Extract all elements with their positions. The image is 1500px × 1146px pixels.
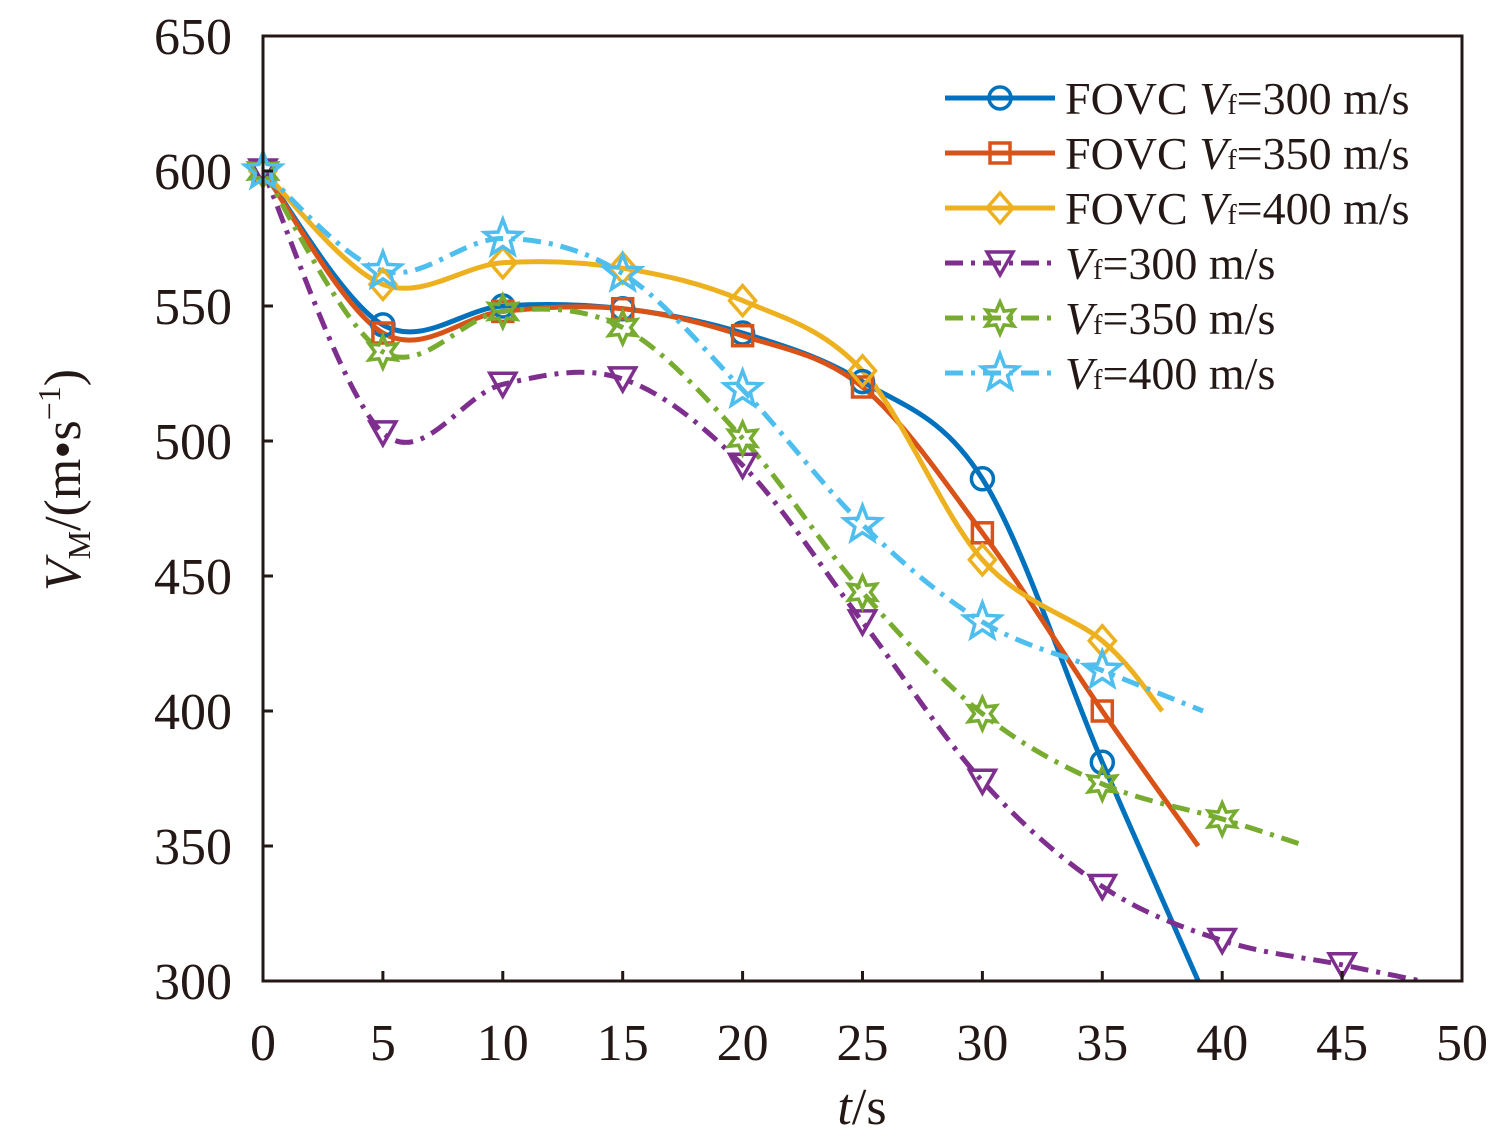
legend-label: FOVC Vf=300 m/s <box>1065 73 1410 124</box>
data-point-hexagram <box>964 693 1001 735</box>
y-tick-label: 600 <box>154 144 232 201</box>
legend-marker-square <box>988 141 1012 165</box>
axis-ticks: 0 5 10 15 20 25 30 35 40 45 50 300 350 400 450 500 550 60… <box>154 9 1488 1072</box>
data-point-triangle-down <box>486 371 519 400</box>
data-point-hexagram <box>1084 763 1120 805</box>
series-layer <box>263 169 1422 981</box>
series-line <box>263 169 1422 981</box>
x-tick-label: 25 <box>837 1015 889 1072</box>
data-point-pentagram <box>719 365 766 410</box>
data-point-square <box>371 321 395 345</box>
data-point-triangle-down <box>966 768 999 797</box>
legend-marker-hexagram <box>982 297 1018 339</box>
x-tick-label: 10 <box>477 1015 529 1072</box>
data-point-square <box>850 375 875 399</box>
data-point-pentagram <box>959 597 1006 642</box>
legend-label: FOVC Vf=400 m/s <box>1065 183 1410 234</box>
data-point-pentagram <box>1079 646 1126 690</box>
data-point-diamond <box>847 353 878 389</box>
x-tick-label: 0 <box>250 1015 276 1072</box>
data-point-diamond <box>967 542 998 578</box>
x-tick-label: 50 <box>1436 1015 1488 1072</box>
data-point-square <box>1090 699 1115 723</box>
series-line <box>263 169 1201 981</box>
data-point-pentagram <box>599 249 646 294</box>
y-tick-label: 300 <box>154 954 232 1011</box>
data-point-hexagram <box>365 331 401 373</box>
data-point-triangle-down <box>1326 952 1359 981</box>
data-point-square <box>730 323 755 348</box>
data-point-square <box>610 296 635 321</box>
y-tick-label: 400 <box>154 684 232 741</box>
marker-layer <box>240 147 1359 981</box>
y-axis-label: VM/(m•s−1) <box>31 369 97 591</box>
y-tick-label: 550 <box>154 279 232 336</box>
data-point-triangle-down <box>606 366 639 395</box>
x-tick-label: 35 <box>1076 1015 1128 1072</box>
x-tick-label: 20 <box>717 1015 769 1072</box>
data-point-triangle-down <box>1086 873 1119 903</box>
data-point-diamond <box>727 282 758 319</box>
legend-marker-circle <box>987 85 1013 111</box>
data-point-triangle-down <box>1206 927 1239 957</box>
data-point-triangle-down <box>366 420 399 449</box>
data-point-hexagram <box>724 417 761 459</box>
y-tick-label: 350 <box>154 819 232 876</box>
x-tick-label: 5 <box>370 1015 396 1072</box>
x-tick-label: 30 <box>956 1015 1008 1072</box>
x-tick-label: 40 <box>1196 1015 1248 1072</box>
legend-marker-triangle-down <box>984 250 1016 279</box>
data-point-hexagram <box>605 307 641 348</box>
data-point-diamond <box>487 245 519 281</box>
data-point-hexagram <box>485 291 521 332</box>
data-point-pentagram <box>839 500 886 545</box>
legend-label: Vf=400 m/s <box>1065 348 1275 399</box>
data-point-circle <box>1089 749 1116 776</box>
legend-marker-pentagram <box>977 349 1023 393</box>
x-tick-label: 45 <box>1316 1015 1368 1072</box>
legend-label: Vf=350 m/s <box>1065 293 1275 344</box>
series-line <box>263 169 1204 714</box>
data-point-pentagram <box>479 214 526 258</box>
y-tick-label: 650 <box>154 9 232 66</box>
data-point-hexagram <box>1204 798 1240 840</box>
data-point-triangle-down <box>846 609 879 638</box>
legend-label: Vf=300 m/s <box>1065 238 1275 289</box>
x-tick-label: 15 <box>597 1015 649 1072</box>
series-line <box>263 169 1307 849</box>
legend-marker-diamond <box>984 190 1016 226</box>
legend-label: FOVC Vf=350 m/s <box>1065 128 1410 179</box>
series-line <box>263 169 1165 713</box>
x-axis-label: t/s <box>837 1079 886 1136</box>
series-line <box>263 169 1201 848</box>
data-point-hexagram <box>844 571 881 613</box>
y-tick-label: 450 <box>154 549 232 606</box>
data-point-circle <box>969 466 996 492</box>
y-tick-label: 500 <box>154 414 232 471</box>
data-point-pentagram <box>360 246 406 291</box>
